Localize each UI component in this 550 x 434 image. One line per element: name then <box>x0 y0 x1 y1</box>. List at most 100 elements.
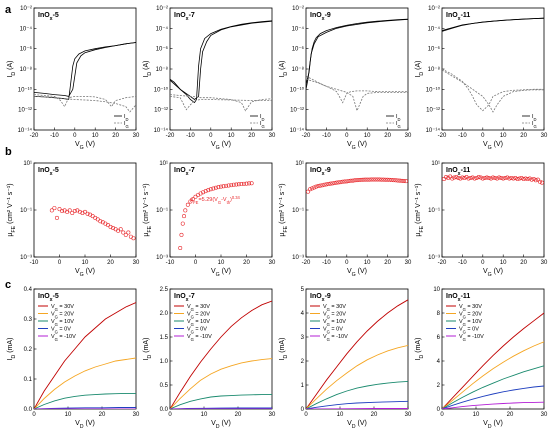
data-point <box>180 221 185 226</box>
x-tick-label: -10 <box>166 260 175 266</box>
data-point <box>379 177 384 182</box>
text-run: μ <box>279 233 286 237</box>
y-tick-label: 10⁻¹² <box>154 108 168 114</box>
series-line <box>34 407 136 409</box>
data-point <box>244 181 249 186</box>
y-tick-label: 10⁻⁶ <box>156 46 169 53</box>
text-run: = 10V <box>330 319 346 325</box>
subscript: G <box>534 124 537 129</box>
data-point <box>314 184 319 189</box>
data-point <box>385 177 390 182</box>
y-tick-label: 10⁻¹⁴ <box>290 127 305 134</box>
data-point <box>389 178 394 183</box>
series-line <box>306 400 408 409</box>
data-point <box>377 177 382 182</box>
y-tick-label: 0.3 <box>24 317 33 323</box>
x-tick-label: 10 <box>65 412 72 418</box>
x-tick-label: -10 <box>50 133 59 139</box>
subscript: G <box>191 329 194 334</box>
data-point <box>403 179 408 184</box>
x-axis-label: VG (V) <box>483 268 503 278</box>
subscript: D <box>262 117 265 122</box>
text-run: V <box>459 312 463 318</box>
x-tick-label: 0 <box>58 260 62 266</box>
text-run: V <box>347 268 352 275</box>
text-run: V <box>51 327 55 333</box>
x-tick-label: 0 <box>32 412 36 418</box>
legend-label: VG = 20V <box>51 312 74 320</box>
text-run: -5 <box>53 293 59 300</box>
y-tick-label: 0.4 <box>24 287 33 293</box>
data-point <box>488 176 493 181</box>
data-point <box>474 175 479 180</box>
data-point <box>83 209 88 214</box>
data-point <box>249 181 254 186</box>
y-tick-label: 4 <box>437 359 441 365</box>
text-run: = 20V <box>194 312 210 318</box>
y-tick-label: 10⁻⁶ <box>20 46 33 53</box>
subscript: x <box>458 297 461 303</box>
legend-label: VG = 0V <box>323 327 343 335</box>
data-point <box>52 206 57 211</box>
data-point <box>466 176 471 181</box>
text-run: (A) <box>279 60 286 71</box>
data-layer <box>306 177 408 194</box>
subscript: x <box>458 171 461 177</box>
data-point <box>381 177 386 182</box>
y-tick-label: 0 <box>301 407 305 413</box>
subscript: G <box>216 145 220 151</box>
x-tick-label: 10 <box>82 260 89 266</box>
text-run: μ <box>7 233 14 237</box>
subscript: D <box>283 72 289 76</box>
y-tick-label: 10⁻¹⁰ <box>426 86 441 93</box>
legend-label: IG <box>260 121 265 129</box>
data-point <box>531 177 536 182</box>
subscript: G <box>488 145 492 151</box>
text-run: = 0V <box>58 327 71 333</box>
y-tick-label: 8 <box>437 311 441 317</box>
series-line <box>442 365 544 409</box>
x-tick-label: 10 <box>473 412 480 418</box>
subscript: x <box>322 16 325 22</box>
text-run: I <box>7 76 14 78</box>
x-tick-label: 0 <box>481 260 485 266</box>
data-layer <box>34 42 136 113</box>
x-tick-label: 0 <box>440 412 444 418</box>
y-tick-label: 2.5 <box>160 287 169 293</box>
text-run: V <box>459 327 463 333</box>
y-tick-label: 2 <box>301 359 305 365</box>
text-run: V <box>459 319 463 325</box>
text-run: V <box>51 334 55 340</box>
data-point <box>361 177 366 182</box>
chart-a-4: -20 -10 0 10 20 30 10⁻¹⁴ 10⁻¹² 10⁻¹⁰ 10⁻⁸ 10⁻⁶ 10⁻⁴… <box>415 6 548 151</box>
series-line <box>306 19 408 85</box>
subscript: G <box>463 329 466 334</box>
text-run: InO <box>38 12 50 19</box>
data-point <box>346 179 351 184</box>
text-run: = 20V <box>330 312 346 318</box>
y-axis-label: μFE (cm² V⁻¹ s⁻¹) <box>143 183 153 236</box>
y-tick-label: 10⁻⁸ <box>428 66 441 73</box>
legend-label: VG = 30V <box>459 304 482 312</box>
chart-title: InOx-7 <box>174 12 195 22</box>
subscript: G <box>55 337 58 342</box>
data-point <box>332 181 337 186</box>
y-tick-label: 10⁻⁶ <box>292 46 305 53</box>
plot-grid: -20 -10 0 10 20 3010⁻¹⁴10⁻¹²10⁻¹⁰10⁻⁸10⁻⁶10⁻⁴… <box>7 6 548 430</box>
text-run: = 20V <box>466 312 482 318</box>
data-point <box>507 176 512 181</box>
text-run: (cm² V⁻¹ s⁻¹) <box>7 183 14 225</box>
y-axis-label: μFE (cm² V⁻¹ s⁻¹) <box>7 183 17 236</box>
data-point <box>537 179 542 184</box>
data-point <box>458 176 463 181</box>
data-point <box>190 197 195 202</box>
text-run: V <box>187 334 191 340</box>
data-point <box>493 175 498 180</box>
series-line <box>170 20 272 104</box>
data-point <box>221 184 226 189</box>
plot-frame <box>441 288 545 410</box>
text-run: I <box>415 76 422 78</box>
data-point <box>57 207 62 212</box>
x-tick-label: 0 <box>345 133 349 139</box>
x-tick-label: -20 <box>30 133 39 139</box>
